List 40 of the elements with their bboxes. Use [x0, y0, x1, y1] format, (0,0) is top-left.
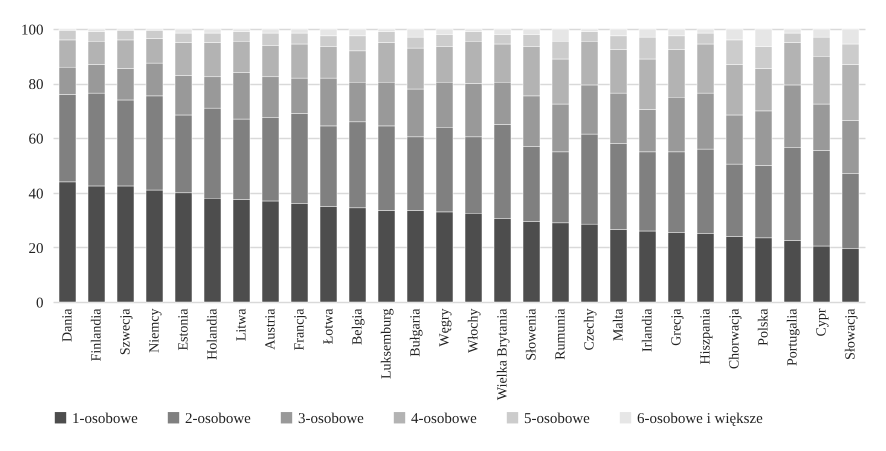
x-tick-label: Portugalia [786, 308, 800, 366]
x-tick-label: Węgry [438, 308, 452, 347]
x-tick-label: Belgia [350, 308, 366, 346]
x-tick-label: Irlandia [640, 308, 656, 352]
x-tick-label: Szwecja [118, 308, 134, 356]
legend-label: 5-osobowe [524, 410, 590, 427]
x-tick-label: Finlandia [90, 308, 104, 362]
x-tick-label: Słowacja [844, 308, 858, 360]
y-tick-label: 0 [36, 296, 44, 312]
x-tick-label: Rumunia [554, 308, 568, 360]
x-tick-label: Czechy [582, 308, 598, 350]
x-tick-label: Holandia [206, 308, 220, 360]
y-tick-label: 20 [28, 240, 44, 257]
x-tick-label: Chorwacja [728, 308, 742, 370]
x-tick-label: Niemcy [148, 308, 162, 353]
x-tick-label: Francja [292, 308, 308, 350]
legend-label: 1-osobowe [72, 410, 138, 427]
x-tick-label: Dania [60, 308, 76, 342]
y-tick-label: 40 [28, 186, 44, 202]
x-tick-label: Hiszpania [698, 308, 714, 364]
legend-label: 4-osobowe [411, 410, 478, 427]
x-tick-label: Malta [612, 308, 626, 342]
x-tick-label: Bułgaria [408, 308, 424, 357]
x-tick-label: Polska [756, 308, 772, 346]
legend-label: 6-osobowe i większe [637, 410, 764, 427]
x-tick-label: Estonia [176, 308, 192, 350]
y-tick-label: 60 [28, 132, 44, 148]
x-tick-label: Łotwa [322, 308, 336, 344]
legend-label: 3-osobowe [298, 410, 364, 427]
x-tick-label: Austria [264, 308, 278, 350]
x-tick-label: Litwa [234, 308, 250, 342]
legend-label: 2-osobowe [185, 410, 252, 427]
y-tick-label: 80 [28, 77, 44, 94]
x-tick-label: Słowenia [524, 308, 540, 361]
x-tick-label: Cypr [814, 308, 830, 336]
x-tick-label: Grecja [670, 308, 684, 346]
x-tick-label: Wielka Brytania [496, 308, 510, 400]
x-tick-label: Włochy [466, 308, 482, 353]
x-tick-label: Luksemburg [380, 308, 394, 380]
y-tick-label: 100 [21, 22, 44, 38]
